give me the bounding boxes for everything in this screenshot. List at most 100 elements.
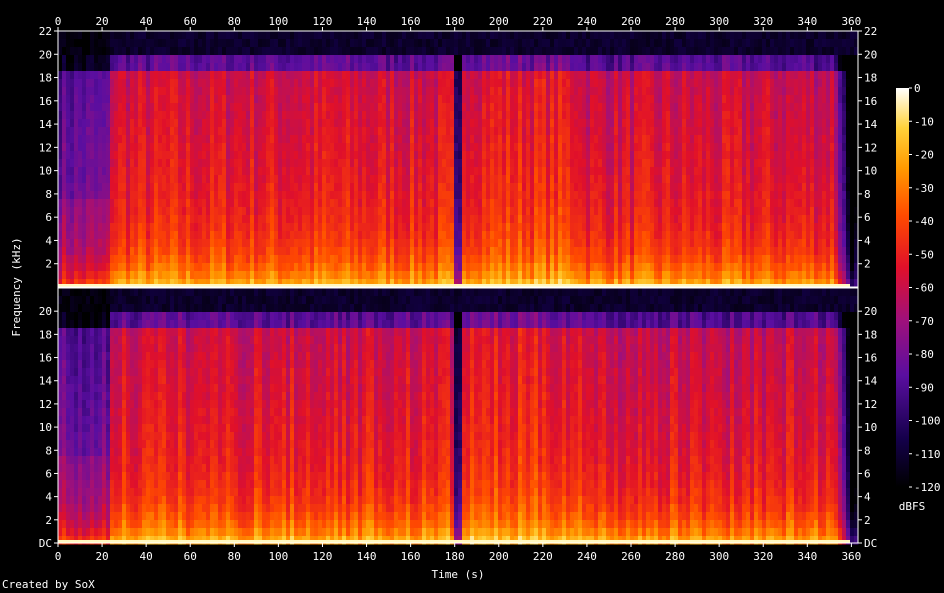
spectrogram-cell bbox=[670, 111, 675, 120]
spectrogram-cell bbox=[530, 215, 535, 224]
spectrogram-cell bbox=[314, 199, 319, 208]
spectrogram-cell bbox=[462, 79, 467, 88]
spectrogram-cell bbox=[246, 135, 251, 144]
spectrogram-cell bbox=[218, 207, 223, 216]
spectrogram-cell bbox=[630, 207, 635, 216]
spectrogram-cell bbox=[502, 215, 507, 224]
spectrogram-cell bbox=[74, 175, 79, 184]
spectrogram-cell bbox=[70, 223, 75, 232]
spectrogram-cell bbox=[498, 239, 503, 248]
spectrogram-cell bbox=[450, 135, 455, 144]
spectrogram-cell bbox=[642, 135, 647, 144]
spectrogram-cell bbox=[634, 143, 639, 152]
spectrogram-cell bbox=[230, 199, 235, 208]
spectrogram-cell bbox=[90, 199, 95, 208]
spectrogram-cell bbox=[618, 175, 623, 184]
spectrogram-cell bbox=[162, 111, 167, 120]
spectrogram-cell bbox=[522, 239, 527, 248]
spectrogram-cell bbox=[106, 103, 111, 112]
spectrogram-cell bbox=[82, 111, 87, 120]
spectrogram-cell bbox=[474, 135, 479, 144]
spectrogram-cell bbox=[182, 175, 187, 184]
spectrogram-cell bbox=[390, 79, 395, 88]
spectrogram-cell bbox=[650, 63, 655, 72]
spectrogram-cell bbox=[258, 55, 263, 64]
spectrogram-cell bbox=[642, 215, 647, 224]
spectrogram-cell bbox=[594, 199, 599, 208]
spectrogram-cell bbox=[446, 271, 451, 280]
spectrogram-cell bbox=[650, 167, 655, 176]
spectrogram-cell bbox=[414, 63, 419, 72]
spectrogram-cell bbox=[606, 183, 611, 192]
spectrogram-cell bbox=[394, 183, 399, 192]
spectrogram-cell bbox=[658, 111, 663, 120]
spectrogram-cell bbox=[382, 215, 387, 224]
spectrogram-cell bbox=[494, 231, 499, 240]
spectrogram-cell bbox=[570, 151, 575, 160]
spectrogram-cell bbox=[390, 271, 395, 280]
spectrogram-cell bbox=[450, 47, 455, 56]
spectrogram-cell bbox=[666, 63, 671, 72]
spectrogram-cell bbox=[102, 263, 107, 272]
spectrogram-cell bbox=[342, 127, 347, 136]
spectrogram-cell bbox=[518, 279, 523, 288]
spectrogram-cell bbox=[62, 103, 67, 112]
spectrogram-cell bbox=[134, 87, 139, 96]
spectrogram-cell bbox=[86, 87, 91, 96]
spectrogram-cell bbox=[374, 175, 379, 184]
spectrogram-cell bbox=[310, 63, 315, 72]
spectrogram-cell bbox=[362, 135, 367, 144]
spectrogram-cell bbox=[346, 159, 351, 168]
spectrogram-cell bbox=[598, 55, 603, 64]
spectrogram-cell bbox=[318, 79, 323, 88]
spectrogram-cell bbox=[138, 215, 143, 224]
spectrogram-cell bbox=[218, 135, 223, 144]
spectrogram-cell bbox=[426, 143, 431, 152]
spectrogram-cell bbox=[222, 151, 227, 160]
spectrogram-cell bbox=[270, 55, 275, 64]
spectrogram-cell bbox=[494, 175, 499, 184]
spectrogram-cell bbox=[58, 55, 63, 64]
spectrogram-cell bbox=[126, 191, 131, 200]
spectrogram-cell bbox=[674, 63, 679, 72]
spectrogram-cell bbox=[482, 183, 487, 192]
spectrogram-cell bbox=[546, 143, 551, 152]
spectrogram-cell bbox=[238, 79, 243, 88]
spectrogram-cell bbox=[310, 175, 315, 184]
spectrogram-cell bbox=[618, 127, 623, 136]
spectrogram-cell bbox=[150, 39, 155, 48]
spectrogram-cell bbox=[102, 95, 107, 104]
spectrogram-cell bbox=[374, 135, 379, 144]
spectrogram-cell bbox=[578, 183, 583, 192]
spectrogram-cell bbox=[662, 143, 667, 152]
spectrogram-cell bbox=[618, 55, 623, 64]
spectrogram-cell bbox=[138, 175, 143, 184]
spectrogram-cell bbox=[674, 127, 679, 136]
spectrogram-cell bbox=[358, 239, 363, 248]
spectrogram-cell bbox=[70, 191, 75, 200]
spectrogram-cell bbox=[442, 31, 447, 40]
spectrogram-cell bbox=[370, 183, 375, 192]
spectrogram-cell bbox=[466, 263, 471, 272]
spectrogram-cell bbox=[506, 79, 511, 88]
spectrogram-cell bbox=[178, 279, 183, 288]
spectrogram-cell bbox=[266, 183, 271, 192]
spectrogram-cell bbox=[554, 215, 559, 224]
spectrogram-cell bbox=[70, 39, 75, 48]
spectrogram-cell bbox=[82, 95, 87, 104]
spectrogram-cell bbox=[394, 95, 399, 104]
spectrogram-cell bbox=[530, 231, 535, 240]
spectrogram-cell bbox=[134, 271, 139, 280]
spectrogram-cell bbox=[566, 127, 571, 136]
spectrogram-cell bbox=[426, 119, 431, 128]
spectrogram-cell bbox=[126, 175, 131, 184]
spectrogram-cell bbox=[126, 223, 131, 232]
spectrogram-cell bbox=[206, 127, 211, 136]
spectrogram-cell bbox=[442, 127, 447, 136]
spectrogram-cell bbox=[202, 143, 207, 152]
spectrogram-cell bbox=[682, 63, 687, 72]
spectrogram-cell bbox=[206, 255, 211, 264]
spectrogram-cell bbox=[670, 247, 675, 256]
spectrogram-cell bbox=[330, 183, 335, 192]
spectrogram-cell bbox=[238, 183, 243, 192]
